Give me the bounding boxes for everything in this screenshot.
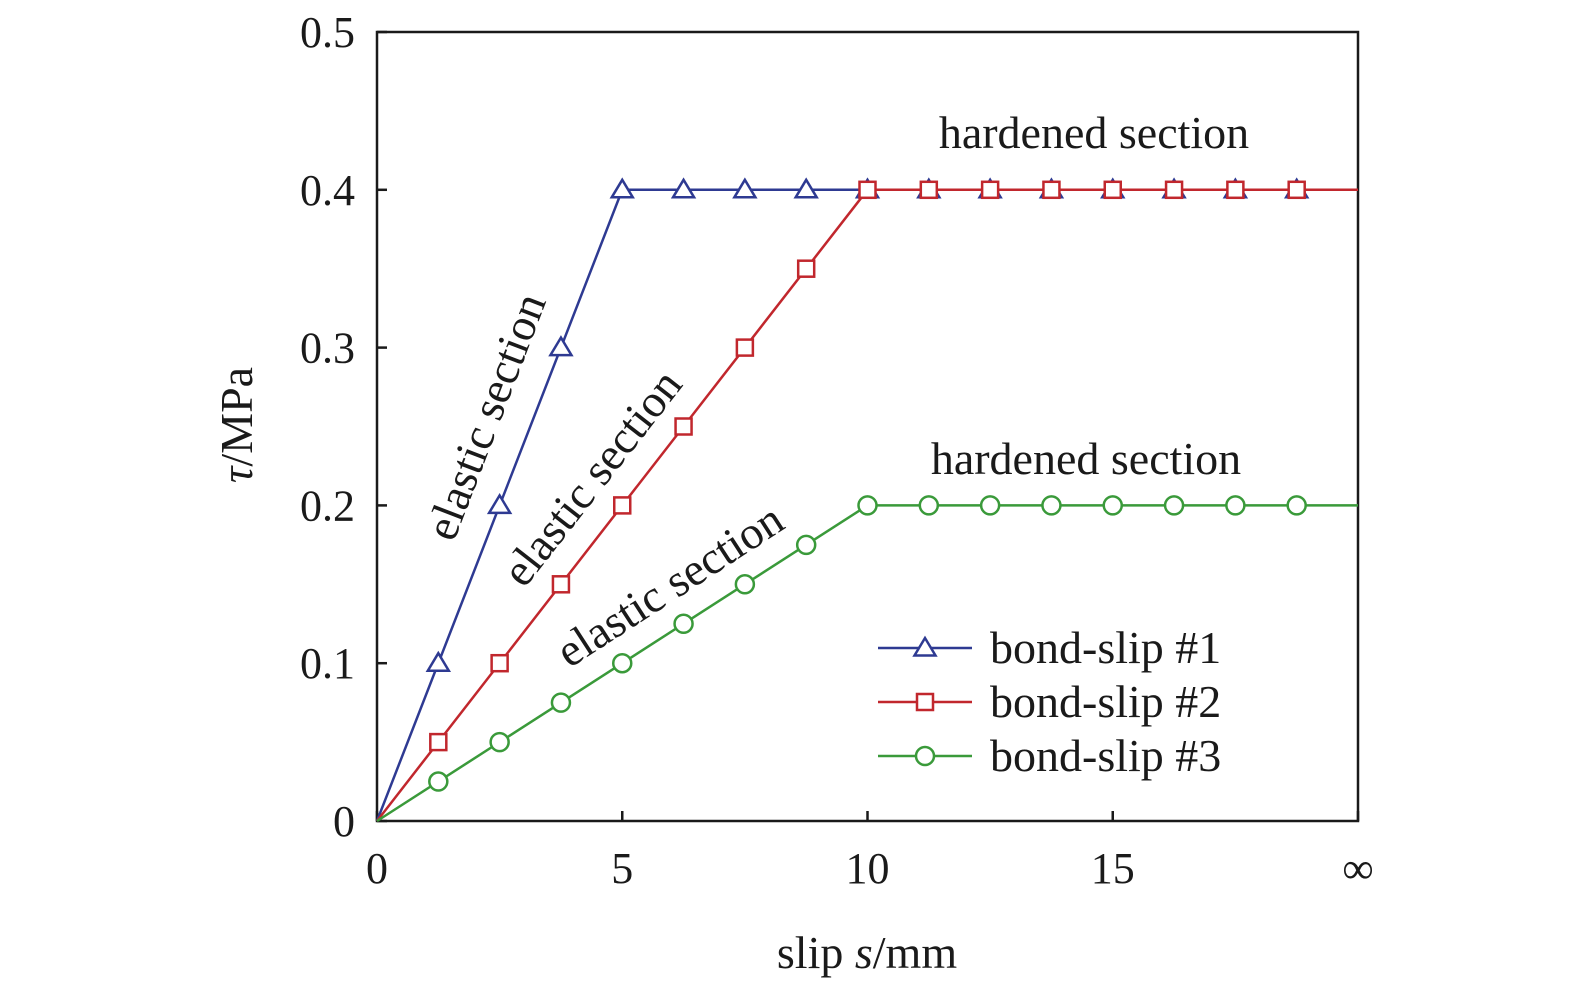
data-point-bond-slip-3 xyxy=(550,692,572,713)
x-tick-label: ∞ xyxy=(1342,844,1373,893)
data-point-bond-slip-2 xyxy=(613,496,632,515)
data-point-bond-slip-1 xyxy=(548,335,574,357)
x-tick-label: 15 xyxy=(1091,844,1135,893)
data-point-bond-slip-3 xyxy=(1225,495,1246,516)
legend-marker-bond-slip-2 xyxy=(915,692,935,712)
data-point-bond-slip-2 xyxy=(796,259,816,278)
data-point-bond-slip-3 xyxy=(857,495,878,516)
legend-label-bond-slip-1: bond-slip #1 xyxy=(990,622,1221,673)
data-point-bond-slip-2 xyxy=(490,653,509,673)
data-point-bond-slip-1 xyxy=(609,177,635,199)
data-point-bond-slip-2 xyxy=(980,180,1000,200)
data-point-bond-slip-3 xyxy=(1041,495,1062,516)
data-point-bond-slip-1 xyxy=(670,177,697,199)
data-point-bond-slip-1 xyxy=(793,177,819,199)
data-point-bond-slip-3 xyxy=(918,495,940,516)
data-point-bond-slip-3 xyxy=(1163,495,1185,516)
data-point-bond-slip-2 xyxy=(674,417,693,436)
x-axis-label: slip s/mm xyxy=(777,927,957,978)
data-point-bond-slip-3 xyxy=(979,495,1001,516)
y-tick-label: 0.3 xyxy=(300,324,355,373)
y-axis-ticks: 0 0.1 0.2 0.3 0.4 0.5 xyxy=(300,8,387,846)
data-point-bond-slip-3 xyxy=(795,534,817,556)
y-tick-label: 0.2 xyxy=(300,481,355,530)
data-point-bond-slip-2 xyxy=(551,575,571,594)
data-point-bond-slip-2 xyxy=(919,180,939,200)
y-tick-label: 0.1 xyxy=(300,639,355,688)
data-point-bond-slip-1 xyxy=(425,650,452,672)
data-point-bond-slip-1 xyxy=(486,492,513,515)
data-point-bond-slip-2 xyxy=(858,180,877,200)
data-point-bond-slip-2 xyxy=(1226,180,1245,200)
x-axis-ticks: 0 5 10 15 ∞ xyxy=(366,811,1374,893)
data-point-bond-slip-2 xyxy=(429,732,448,752)
y-axis-label: τ/MPa xyxy=(211,367,262,483)
x-tick-label: 10 xyxy=(846,844,890,893)
data-point-bond-slip-2 xyxy=(1164,180,1184,200)
data-point-bond-slip-2 xyxy=(1287,180,1306,200)
y-tick-label: 0 xyxy=(333,797,355,846)
legend-marker-bond-slip-1 xyxy=(912,635,938,657)
data-point-bond-slip-3 xyxy=(428,771,449,792)
legend-marker-bond-slip-3 xyxy=(914,745,936,767)
annotation-hardened-section-1: hardened section xyxy=(939,107,1249,158)
legend-label-bond-slip-2: bond-slip #2 xyxy=(990,676,1221,727)
data-point-bond-slip-3 xyxy=(612,652,633,674)
data-point-bond-slip-3 xyxy=(1286,495,1307,516)
data-point-bond-slip-2 xyxy=(735,338,755,357)
series-markers xyxy=(425,177,1310,792)
annotation-hardened-section-2: hardened section xyxy=(931,433,1241,484)
legend-label-bond-slip-3: bond-slip #3 xyxy=(990,730,1221,781)
data-point-bond-slip-3 xyxy=(734,574,756,595)
data-point-bond-slip-1 xyxy=(732,177,758,199)
data-point-bond-slip-3 xyxy=(673,613,694,634)
data-point-bond-slip-2 xyxy=(1103,180,1122,200)
data-point-bond-slip-2 xyxy=(1042,180,1061,200)
y-tick-label: 0.5 xyxy=(300,8,355,57)
data-point-bond-slip-3 xyxy=(489,731,510,753)
data-point-bond-slip-3 xyxy=(1102,495,1123,516)
x-tick-label: 5 xyxy=(611,844,633,893)
x-tick-label: 0 xyxy=(366,844,388,893)
y-tick-label: 0.4 xyxy=(300,166,355,215)
